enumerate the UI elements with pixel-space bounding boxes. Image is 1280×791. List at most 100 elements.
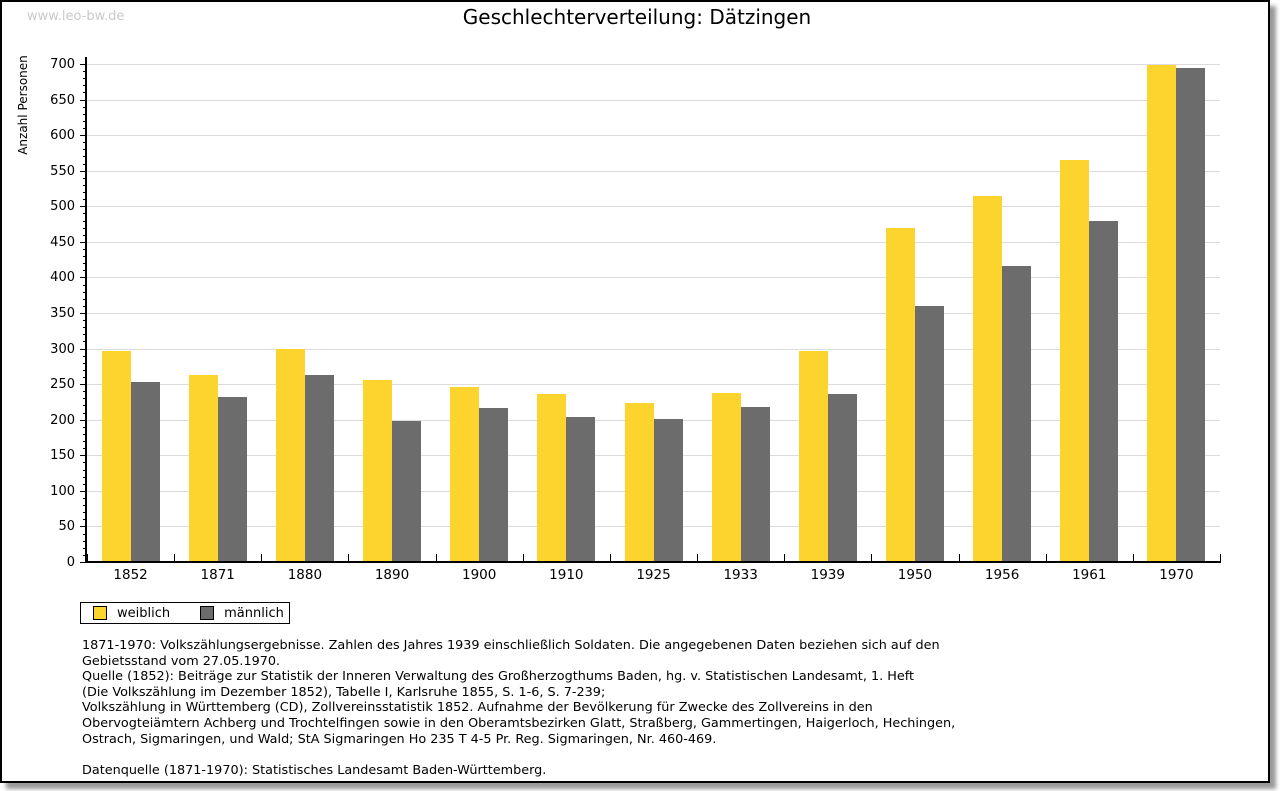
legend-item-maennlich: männlich (200, 606, 284, 621)
gridline-500 (87, 206, 1220, 208)
bar-weiblich-1956 (973, 196, 1003, 562)
bar-männlich-1880 (304, 374, 334, 562)
plot-area (87, 64, 1220, 562)
y-tick-label: 50 (58, 519, 75, 535)
bar-weiblich-1871 (188, 374, 218, 562)
y-tick-label: 400 (50, 270, 75, 286)
bar-männlich-1910 (566, 416, 596, 562)
y-major-tick (80, 490, 87, 492)
y-major-tick (80, 99, 87, 101)
y-axis-title: Anzahl Personen (16, 55, 30, 155)
x-boundary-tick (784, 554, 786, 562)
gridline-650 (87, 99, 1220, 101)
y-major-tick (80, 348, 87, 350)
x-boundary-tick (958, 554, 960, 562)
y-tick-label: 300 (50, 341, 75, 357)
bar-männlich-1933 (740, 406, 770, 562)
y-major-tick (80, 526, 87, 528)
legend: weiblich männlich (80, 602, 290, 624)
bar-weiblich-1961 (1060, 160, 1090, 562)
bar-weiblich-1939 (798, 350, 828, 562)
bar-weiblich-1950 (885, 228, 915, 562)
legend-label: weiblich (117, 605, 171, 621)
footer-line: Obervogteiämtern Achberg und Trochtelfin… (82, 715, 956, 731)
y-tick-label: 150 (50, 448, 75, 464)
bar-weiblich-1910 (537, 394, 567, 562)
x-boundary-tick (1220, 554, 1221, 562)
footer-line: Quelle (1852): Beiträge zur Statistik de… (82, 669, 915, 685)
bar-männlich-1939 (827, 394, 857, 562)
x-category-label-1933: 1933 (723, 567, 758, 583)
bar-männlich-1890 (392, 421, 422, 562)
bar-weiblich-1890 (363, 379, 393, 562)
x-boundary-tick (871, 554, 873, 562)
bar-männlich-1871 (217, 396, 247, 562)
bar-männlich-1970 (1176, 68, 1206, 562)
x-category-label-1961: 1961 (1072, 567, 1107, 583)
y-tick-label: 100 (50, 483, 75, 499)
x-boundary-tick (87, 554, 88, 562)
y-major-tick (80, 313, 87, 314)
y-tick-label: 550 (50, 163, 75, 179)
x-boundary-tick (1132, 554, 1134, 562)
gridline-450 (87, 241, 1220, 243)
x-boundary-tick (174, 554, 176, 562)
y-major-tick (80, 562, 87, 563)
x-category-label-1910: 1910 (549, 567, 584, 583)
x-category-label-1950: 1950 (897, 567, 933, 583)
footer-notes: 1871-1970: Volkszählungsergebnisse. Zahl… (82, 638, 1182, 778)
bar-weiblich-1852 (101, 350, 131, 562)
x-boundary-tick (1045, 554, 1047, 562)
bar-weiblich-1933 (711, 392, 741, 562)
footer-line: 1871-1970: Volkszählungsergebnisse. Zahl… (82, 638, 940, 653)
legend-label: männlich (224, 605, 284, 621)
footer-line: Gebietsstand vom 27.05.1970. (82, 653, 281, 669)
x-category-label-1890: 1890 (374, 567, 410, 583)
x-category-label-1939: 1939 (810, 567, 845, 583)
y-major-tick (80, 277, 87, 279)
footer-line: (Die Volkszählung im Dezember 1852), Tab… (82, 684, 606, 700)
x-category-label-1852: 1852 (113, 567, 148, 583)
bar-weiblich-1900 (450, 387, 480, 562)
y-tick-label: 250 (50, 377, 75, 393)
bar-männlich-1925 (653, 419, 683, 562)
x-boundary-tick (522, 554, 524, 562)
bar-weiblich-1880 (275, 348, 305, 562)
y-axis-line (85, 57, 87, 562)
x-category-label-1956: 1956 (984, 567, 1020, 583)
x-category-label-1925: 1925 (636, 567, 671, 583)
gridline-550 (87, 170, 1220, 172)
legend-item-weiblich: weiblich (93, 606, 170, 621)
maennlich-swatch-icon (200, 606, 215, 620)
x-boundary-tick (435, 554, 437, 562)
bar-weiblich-1970 (1147, 65, 1177, 562)
x-axis-line (86, 561, 1221, 563)
y-major-tick (80, 384, 87, 386)
y-tick-label: 200 (50, 412, 75, 428)
gridline-350 (87, 313, 1220, 314)
y-tick-label: 350 (50, 306, 75, 321)
y-major-tick (80, 135, 87, 137)
x-boundary-tick (348, 554, 350, 562)
bar-männlich-1961 (1089, 221, 1119, 562)
watermark: www.leo-bw.de (27, 9, 125, 24)
x-category-label-1970: 1970 (1159, 567, 1194, 583)
gridline-250 (87, 384, 1220, 386)
y-tick-label: 650 (50, 92, 75, 108)
gridline-300 (87, 348, 1220, 350)
y-tick-label: 0 (66, 555, 75, 570)
weiblich-swatch-icon (93, 606, 107, 620)
bar-männlich-1950 (914, 305, 944, 562)
y-major-tick (80, 170, 87, 172)
y-major-tick (80, 241, 87, 243)
footer-datenquelle: Datenquelle (1871-1970): Statistisches L… (82, 762, 547, 778)
y-major-tick (80, 206, 87, 208)
y-tick-label: 450 (50, 234, 75, 250)
footer-line: Volkszählung in Württemberg (CD), Zollve… (82, 700, 873, 716)
y-tick-label: 700 (50, 57, 75, 72)
x-category-label-1900: 1900 (462, 567, 497, 583)
y-tick-label: 600 (50, 128, 75, 144)
chart-title: Geschlechterverteilung: Dätzingen (462, 5, 812, 29)
gridline-400 (87, 277, 1220, 279)
